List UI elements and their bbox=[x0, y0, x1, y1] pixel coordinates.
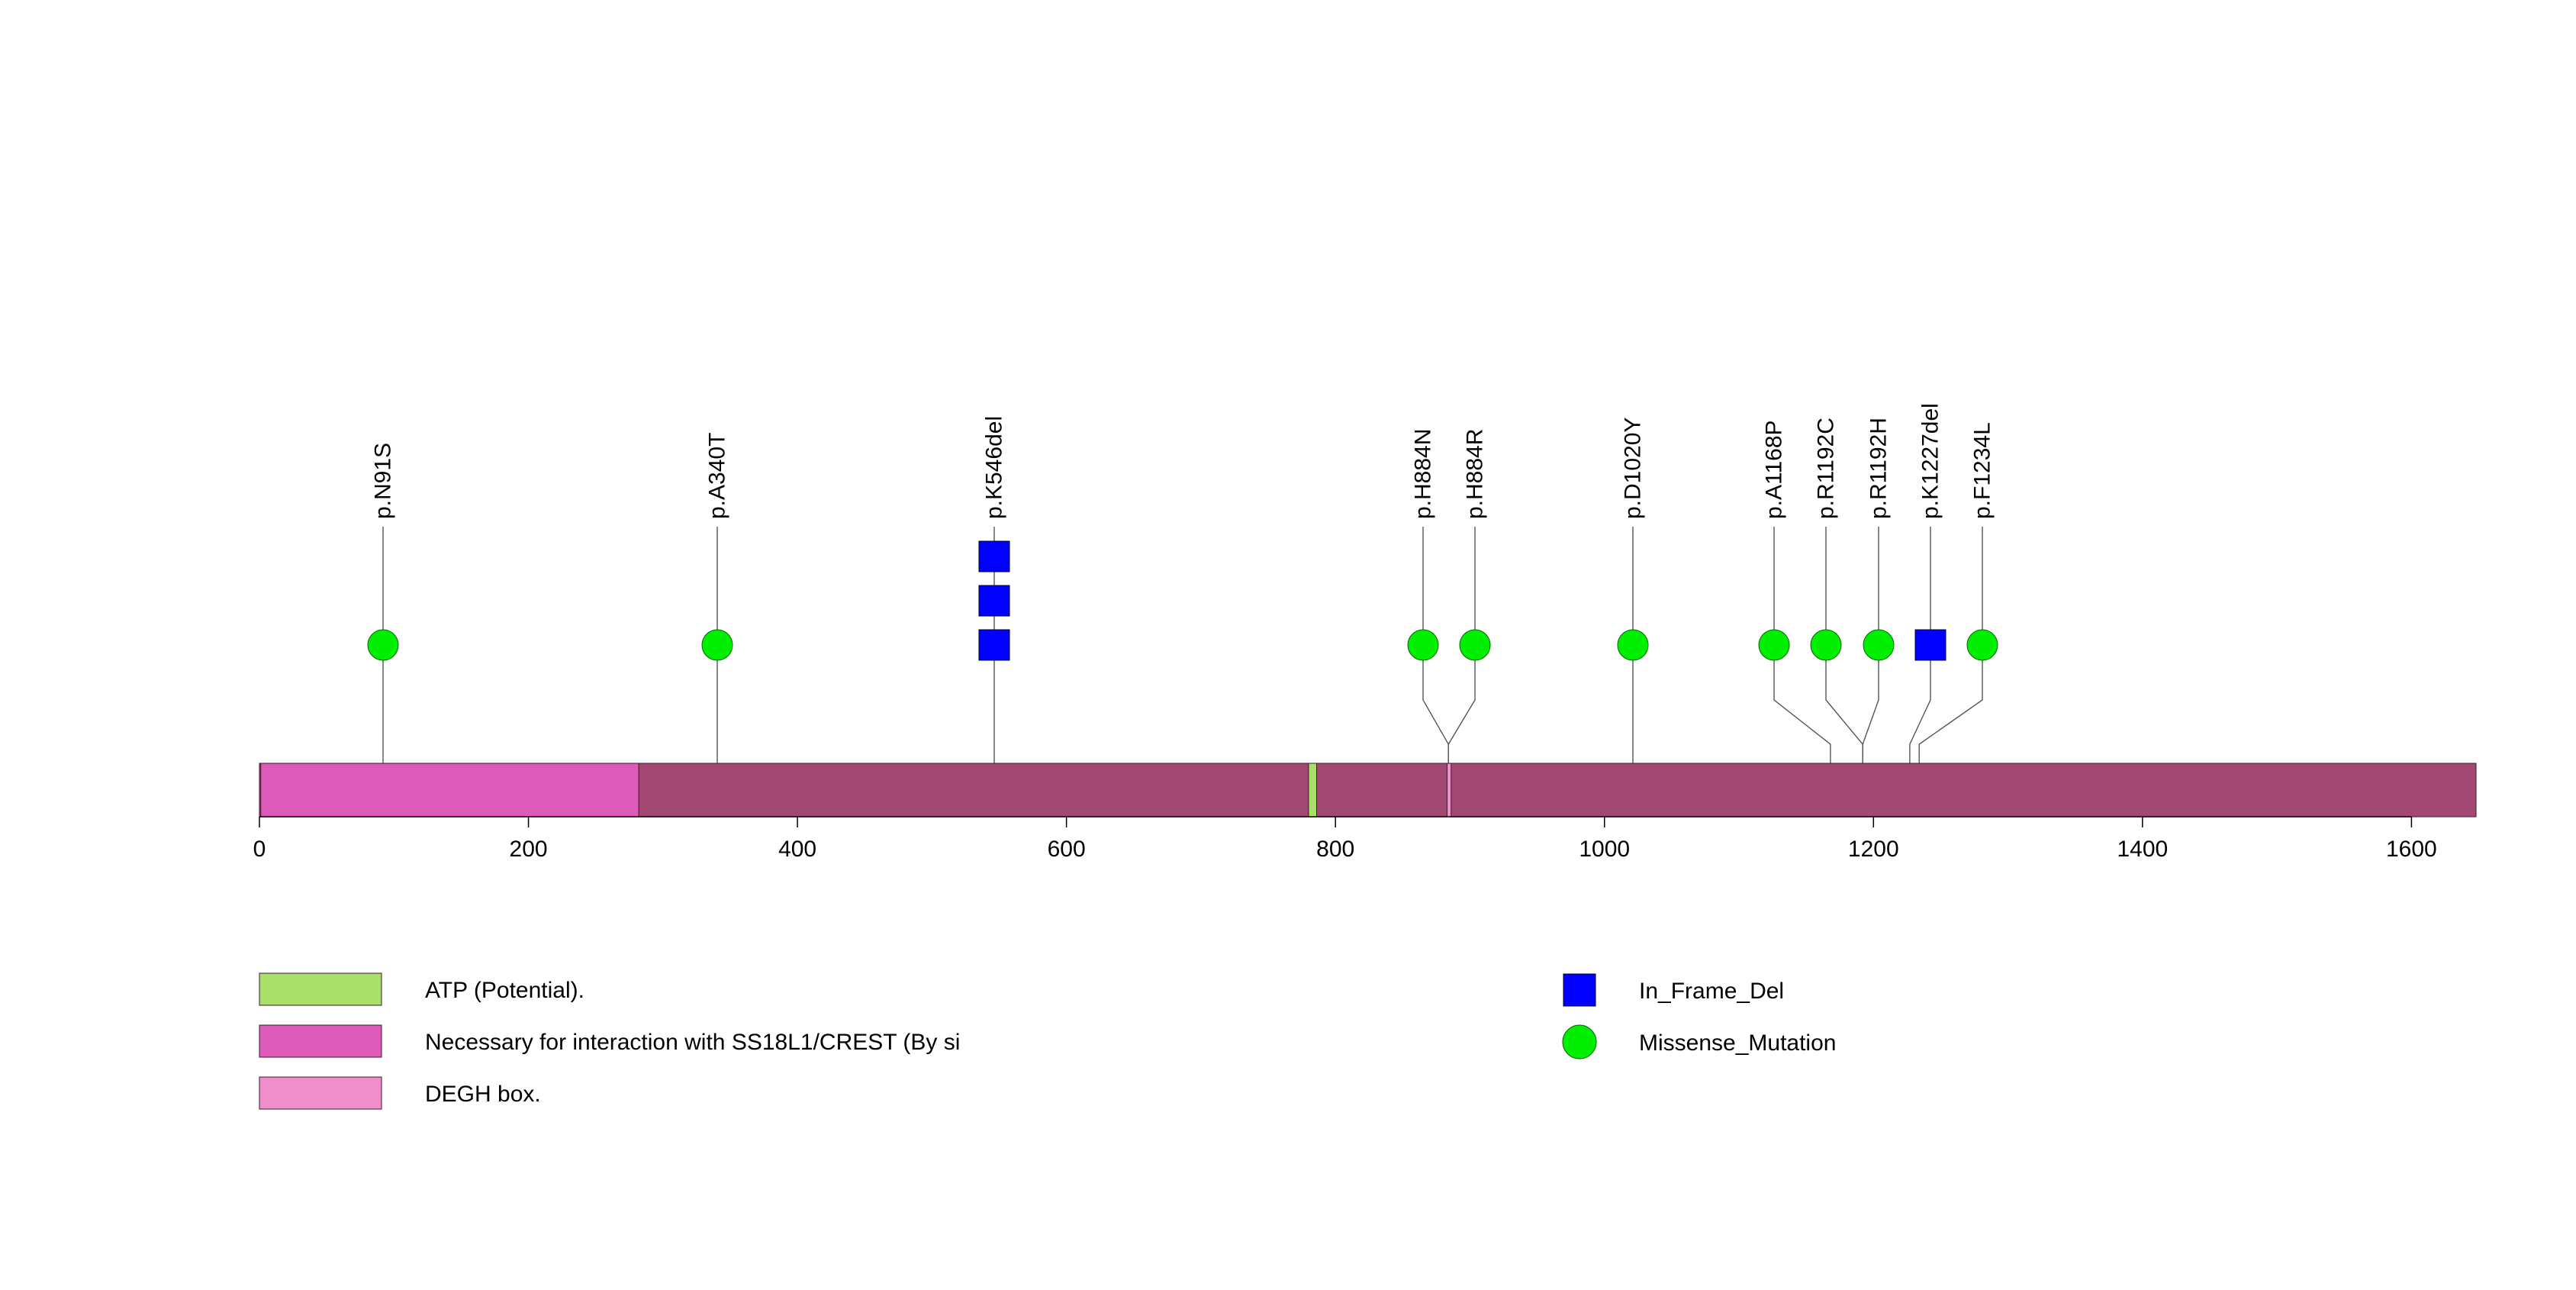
legend-label-atp-potential: ATP (Potential). bbox=[425, 978, 584, 1003]
domain-degh-box bbox=[1447, 763, 1452, 818]
mutation-label-p-a1168p: p.A1168P bbox=[1762, 420, 1787, 519]
legend-label-necessary-for-interaction-with-ss18l1-crest-by-si: Necessary for interaction with SS18L1/CR… bbox=[425, 1030, 960, 1055]
marker-p-r1192c-1 bbox=[1810, 629, 1842, 661]
mutation-markers bbox=[367, 540, 1998, 661]
domain-necessary-for-interaction-with-ss18l1-crest-by-si bbox=[260, 763, 639, 818]
x-tick-label: 1200 bbox=[1848, 837, 1899, 862]
x-tick-label: 1600 bbox=[2386, 837, 2437, 862]
mutation-label-p-f1234l: p.F1234L bbox=[1970, 422, 1995, 519]
mutation-label-p-h884r: p.H884R bbox=[1463, 429, 1488, 519]
legend-swatch-atp-potential bbox=[259, 972, 382, 1006]
mutation-label-p-k1227del: p.K1227del bbox=[1918, 403, 1943, 519]
marker-p-d1020y-1 bbox=[1617, 629, 1649, 661]
legend-symbol-missense-mutation bbox=[1562, 1024, 1597, 1059]
legend: ATP (Potential). Necessary for interactio… bbox=[259, 972, 1836, 1110]
x-tick-label: 600 bbox=[1048, 837, 1086, 862]
mutation-label-p-n91s: p.N91S bbox=[371, 443, 396, 519]
marker-p-k546del-3 bbox=[978, 540, 1010, 572]
x-tick-label: 200 bbox=[510, 837, 548, 862]
legend-label-missense-mutation: Missense_Mutation bbox=[1639, 1030, 1836, 1056]
x-axis: 0 200 400 600 800 1000 1200 1400 1600 bbox=[253, 816, 2437, 862]
legend-symbol-in-frame-del bbox=[1563, 973, 1596, 1007]
x-tick-label: 1000 bbox=[1579, 837, 1630, 862]
marker-p-k546del-2 bbox=[978, 585, 1010, 617]
marker-p-a1168p-1 bbox=[1758, 629, 1790, 661]
mutation-labels: p.N91S p.A340T p.K546del p.H884N p.H884R p.D1… bbox=[371, 403, 1995, 519]
x-tick-label: 400 bbox=[778, 837, 816, 862]
mutation-label-p-a340t: p.A340T bbox=[705, 433, 730, 519]
marker-p-k1227del-1 bbox=[1914, 629, 1946, 661]
domain-atp-potential bbox=[1308, 763, 1318, 818]
legend-label-in-frame-del: In_Frame_Del bbox=[1639, 979, 1784, 1004]
mutation-label-p-h884n: p.H884N bbox=[1411, 429, 1436, 519]
mutation-label-p-k546del: p.K546del bbox=[982, 416, 1007, 519]
marker-p-f1234l-1 bbox=[1966, 629, 1998, 661]
legend-label-degh-box: DEGH box. bbox=[425, 1082, 541, 1107]
mutation-label-p-d1020y: p.D1020Y bbox=[1621, 418, 1646, 519]
marker-p-r1192h-1 bbox=[1863, 629, 1895, 661]
marker-p-a340t-1 bbox=[701, 629, 733, 661]
mutation-label-p-r1192c: p.R1192C bbox=[1814, 418, 1839, 519]
x-tick-label: 1400 bbox=[2117, 837, 2168, 862]
marker-p-k546del-1 bbox=[978, 629, 1010, 661]
mutation-label-p-r1192h: p.R1192H bbox=[1866, 418, 1892, 519]
legend-swatch-degh-box bbox=[259, 1076, 382, 1110]
legend-swatch-necessary-for-interaction-with-ss18l1-crest-by-si bbox=[259, 1024, 382, 1058]
marker-p-n91s-1 bbox=[367, 629, 399, 661]
protein-track bbox=[259, 763, 2477, 818]
x-tick-label: 0 bbox=[253, 837, 266, 862]
marker-p-h884r-1 bbox=[1459, 629, 1491, 661]
x-tick-label: 800 bbox=[1316, 837, 1354, 862]
marker-p-h884n-1 bbox=[1407, 629, 1439, 661]
